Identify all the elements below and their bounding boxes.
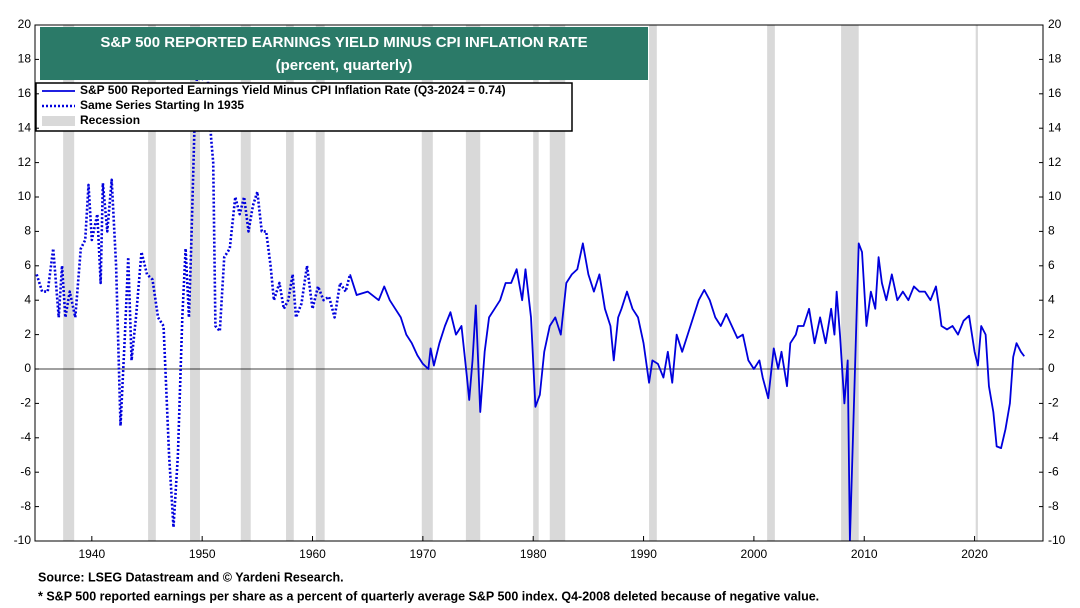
recession-band	[315, 25, 325, 541]
series-line	[349, 242, 1025, 541]
y-tick-label: -6	[20, 464, 31, 478]
x-tick-label: 1980	[520, 547, 547, 561]
y2-tick-label: 10	[1048, 189, 1062, 203]
y2-tick-label: 0	[1048, 361, 1055, 375]
plot-background	[35, 25, 1043, 541]
legend-label: Recession	[80, 113, 140, 127]
y-tick-label: 4	[24, 292, 31, 306]
x-tick-label: 1990	[630, 547, 657, 561]
recession-band	[465, 25, 481, 541]
legend-label: Same Series Starting In 1935	[80, 98, 244, 112]
chart-subtitle: (percent, quarterly)	[276, 57, 413, 74]
y-tick-label: 10	[18, 189, 32, 203]
y2-tick-label: 20	[1048, 17, 1062, 31]
y-tick-label: 16	[18, 86, 32, 100]
y-tick-label: -2	[20, 396, 31, 410]
recession-band	[533, 25, 539, 541]
legend-swatch	[42, 116, 75, 126]
x-tick-label: 1960	[299, 547, 326, 561]
series-line	[35, 58, 352, 529]
recession-band	[240, 25, 251, 541]
plot-frame	[34, 24, 1044, 542]
y2-tick-label: 4	[1048, 292, 1055, 306]
y-tick-label: -8	[20, 499, 31, 513]
x-tick-label: 1950	[189, 547, 216, 561]
recession-band	[190, 25, 200, 541]
x-tick-label: 2000	[741, 547, 768, 561]
recession-band	[63, 25, 75, 541]
recession-band	[549, 25, 566, 541]
y2-tick-label: 8	[1048, 224, 1055, 238]
x-tick-label: 2020	[961, 547, 988, 561]
chart-title: S&P 500 REPORTED EARNINGS YIELD MINUS CP…	[100, 34, 587, 51]
legend: S&P 500 Reported Earnings Yield Minus CP…	[35, 82, 573, 132]
y2-tick-label: 18	[1048, 52, 1062, 66]
y2-tick-label: -10	[1048, 533, 1066, 547]
y2-tick-label: 16	[1048, 86, 1062, 100]
y2-tick-label: -4	[1048, 430, 1059, 444]
y-tick-label: 8	[24, 224, 31, 238]
footnote: * S&P 500 reported earnings per share as…	[38, 589, 819, 603]
lines	[35, 58, 1025, 541]
y-tick-label: -4	[20, 430, 31, 444]
x-tick-label: 1970	[410, 547, 437, 561]
y-tick-label: -10	[14, 533, 32, 547]
recession-band	[841, 25, 859, 541]
y2-tick-label: 12	[1048, 155, 1062, 169]
y-tick-label: 0	[24, 361, 31, 375]
y-tick-label: 6	[24, 258, 31, 272]
y2-tick-label: 6	[1048, 258, 1055, 272]
recession-band	[421, 25, 433, 541]
y-tick-label: 2	[24, 327, 31, 341]
y2-tick-label: -8	[1048, 499, 1059, 513]
y2-tick-label: -2	[1048, 396, 1059, 410]
y-tick-label: 14	[18, 120, 32, 134]
recession-band	[975, 25, 978, 541]
y2-tick-label: -6	[1048, 464, 1059, 478]
legend-box	[35, 82, 573, 132]
y2-tick-label: 14	[1048, 120, 1062, 134]
y-tick-label: 12	[18, 155, 32, 169]
recession-band	[286, 25, 294, 541]
x-tick-label: 1940	[78, 547, 105, 561]
legend-label: S&P 500 Reported Earnings Yield Minus CP…	[80, 83, 506, 97]
y-tick-label: 20	[18, 17, 32, 31]
y-tick-label: 18	[18, 52, 32, 66]
title-box	[40, 27, 648, 80]
x-tick-label: 2010	[851, 547, 878, 561]
source-note: Source: LSEG Datastream and © Yardeni Re…	[38, 570, 344, 584]
y2-tick-label: 2	[1048, 327, 1055, 341]
recession-band	[767, 25, 775, 541]
recession-band	[649, 25, 657, 541]
